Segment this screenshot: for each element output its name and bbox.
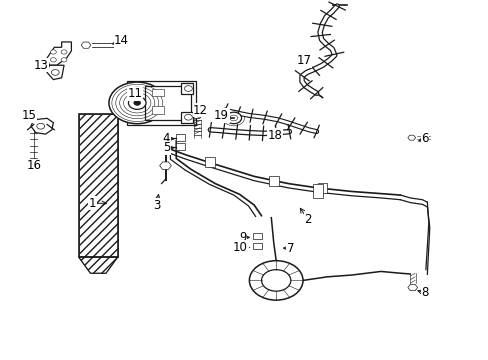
Polygon shape [407,284,417,291]
Bar [176,143,184,150]
Text: 10: 10 [233,241,247,254]
Text: 14: 14 [114,34,129,48]
Polygon shape [31,118,53,134]
Polygon shape [29,162,38,168]
Text: 18: 18 [267,129,282,142]
Circle shape [184,114,192,120]
Bar [152,89,163,96]
Polygon shape [407,135,415,140]
Text: 6: 6 [420,132,428,145]
Text: 19: 19 [214,109,228,122]
Text: 16: 16 [26,159,41,172]
Text: 15: 15 [21,109,36,122]
Text: 11: 11 [127,87,142,100]
Text: 1: 1 [88,197,96,210]
Polygon shape [47,42,71,65]
Polygon shape [47,65,64,80]
Text: 13: 13 [33,59,48,72]
Circle shape [37,123,44,129]
Text: 4: 4 [163,132,170,145]
Bar [253,233,262,239]
Circle shape [51,69,59,75]
Circle shape [134,100,141,105]
Bar [312,184,323,198]
Bar [317,183,327,193]
Circle shape [261,270,290,291]
Bar [79,114,118,257]
Text: 5: 5 [163,141,170,154]
Circle shape [184,86,192,91]
Polygon shape [159,162,171,170]
Circle shape [249,261,303,300]
Text: 8: 8 [420,287,427,300]
Bar [268,176,278,186]
Circle shape [50,50,56,54]
Polygon shape [192,112,202,118]
Circle shape [109,82,165,124]
Text: 12: 12 [193,104,208,117]
Text: 7: 7 [286,242,294,255]
Text: 3: 3 [153,199,160,212]
Circle shape [225,112,241,124]
Polygon shape [79,257,118,273]
Bar [144,86,190,120]
Bar [152,107,163,114]
Circle shape [61,50,67,54]
Circle shape [50,58,56,62]
Bar [181,112,193,123]
Bar [79,114,118,257]
Bar [127,81,195,125]
Text: 2: 2 [304,213,311,226]
Bar [205,157,215,167]
Polygon shape [81,42,91,48]
Text: 9: 9 [239,231,246,244]
Circle shape [61,58,67,62]
Text: 17: 17 [296,54,311,67]
Bar [253,243,262,249]
Bar [181,83,193,94]
Bar [176,134,184,141]
Circle shape [128,96,146,109]
